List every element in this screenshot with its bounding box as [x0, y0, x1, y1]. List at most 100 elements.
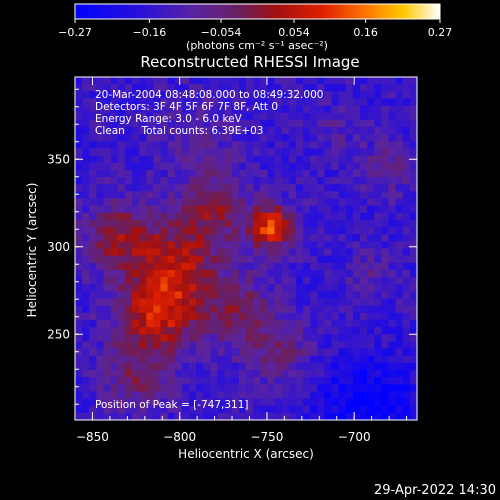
- heatmap-cell: [253, 334, 261, 342]
- heatmap-cell: [253, 198, 261, 207]
- heatmap-cell: [345, 362, 354, 371]
- heatmap-cell: [409, 412, 418, 421]
- heatmap-cell: [253, 105, 261, 114]
- heatmap-cell: [160, 134, 169, 142]
- heatmap-cell: [217, 277, 226, 285]
- heatmap-cell: [288, 134, 297, 142]
- heatmap-cell: [288, 341, 297, 349]
- heatmap-cell: [324, 119, 332, 128]
- heatmap-cell: [374, 384, 382, 392]
- heatmap-cell: [110, 269, 119, 278]
- heatmap-cell: [310, 148, 318, 157]
- heatmap-cell: [224, 219, 233, 228]
- heatmap-cell: [374, 112, 382, 121]
- heatmap-cell: [388, 219, 397, 228]
- heatmap-cell: [174, 184, 183, 192]
- heatmap-cell: [409, 334, 418, 342]
- heatmap-cell: [117, 319, 126, 328]
- heatmap-cell: [75, 377, 83, 385]
- heatmap-cell: [89, 191, 97, 199]
- heatmap-cell: [345, 112, 354, 121]
- heatmap-cell: [167, 148, 176, 157]
- heatmap-cell: [310, 319, 318, 328]
- heatmap-cell: [331, 341, 340, 349]
- heatmap-cell: [189, 227, 197, 235]
- heatmap-cell: [260, 148, 268, 157]
- heatmap-cell: [189, 369, 197, 378]
- heatmap-cell: [338, 134, 347, 142]
- heatmap-cell: [174, 77, 183, 85]
- heatmap-cell: [388, 255, 397, 264]
- heatmap-cell: [224, 362, 233, 371]
- heatmap-cell: [288, 327, 297, 335]
- heatmap-cell: [310, 212, 318, 221]
- heatmap-cell: [260, 84, 268, 92]
- heatmap-cell: [388, 105, 397, 114]
- heatmap-cell: [274, 98, 283, 106]
- heatmap-cell: [75, 405, 83, 414]
- heatmap-cell: [402, 291, 411, 299]
- heatmap-cell: [196, 405, 204, 414]
- heatmap-cell: [345, 84, 354, 92]
- heatmap-cell: [181, 327, 190, 335]
- heatmap-cell: [210, 405, 218, 414]
- heatmap-cell: [174, 255, 183, 264]
- heatmap-cell: [210, 155, 218, 164]
- heatmap-cell: [146, 155, 154, 164]
- heatmap-cell: [203, 148, 211, 157]
- heatmap-cell: [96, 334, 104, 342]
- heatmap-cell: [274, 298, 283, 307]
- heatmap-cell: [238, 348, 247, 357]
- heatmap-cell: [160, 105, 169, 114]
- heatmap-cell: [260, 341, 268, 349]
- heatmap-cell: [160, 384, 169, 392]
- heatmap-cell: [117, 405, 126, 414]
- heatmap-cell: [181, 105, 190, 114]
- heatmap-cell: [181, 377, 190, 385]
- heatmap-cell: [246, 184, 254, 192]
- heatmap-cell: [96, 248, 104, 257]
- heatmap-cell: [132, 341, 140, 349]
- heatmap-cell: [96, 162, 104, 171]
- heatmap-cell: [146, 91, 154, 99]
- heatmap-cell: [374, 334, 382, 342]
- heatmap-cell: [274, 119, 283, 128]
- heatmap-cell: [381, 384, 389, 392]
- heatmap-cell: [395, 398, 404, 407]
- heatmap-cell: [217, 205, 226, 214]
- heatmap-cell: [210, 134, 218, 142]
- heatmap-cell: [295, 277, 304, 285]
- heatmap-cell: [381, 191, 389, 199]
- heatmap-cell: [224, 248, 233, 257]
- heatmap-cell: [402, 155, 411, 164]
- heatmap-cell: [317, 184, 325, 192]
- heatmap-cell: [96, 348, 104, 357]
- heatmap-cell: [103, 334, 112, 342]
- heatmap-cell: [345, 255, 354, 264]
- heatmap-cell: [210, 169, 218, 178]
- heatmap-cell: [124, 205, 133, 214]
- heatmap-cell: [267, 134, 275, 142]
- heatmap-cell: [274, 255, 283, 264]
- heatmap-cell: [260, 262, 268, 271]
- heatmap-cell: [89, 391, 97, 399]
- heatmap-cell: [82, 219, 90, 228]
- heatmap-cell: [274, 148, 283, 157]
- heatmap-cell: [274, 334, 283, 342]
- heatmap-cell: [117, 141, 126, 149]
- heatmap-cell: [360, 219, 368, 228]
- heatmap-cell: [231, 91, 240, 99]
- heatmap-cell: [217, 269, 226, 278]
- heatmap-cell: [75, 127, 83, 135]
- heatmap-cell: [402, 91, 411, 99]
- heatmap-cell: [374, 405, 382, 414]
- heatmap-cell: [217, 148, 226, 157]
- heatmap-cell: [281, 134, 290, 142]
- heatmap-cell: [89, 384, 97, 392]
- heatmap-cell: [124, 77, 133, 85]
- heatmap-cell: [189, 212, 197, 221]
- heatmap-cell: [96, 405, 104, 414]
- heatmap-cell: [310, 105, 318, 114]
- heatmap-cell: [303, 327, 311, 335]
- heatmap-cell: [153, 334, 161, 342]
